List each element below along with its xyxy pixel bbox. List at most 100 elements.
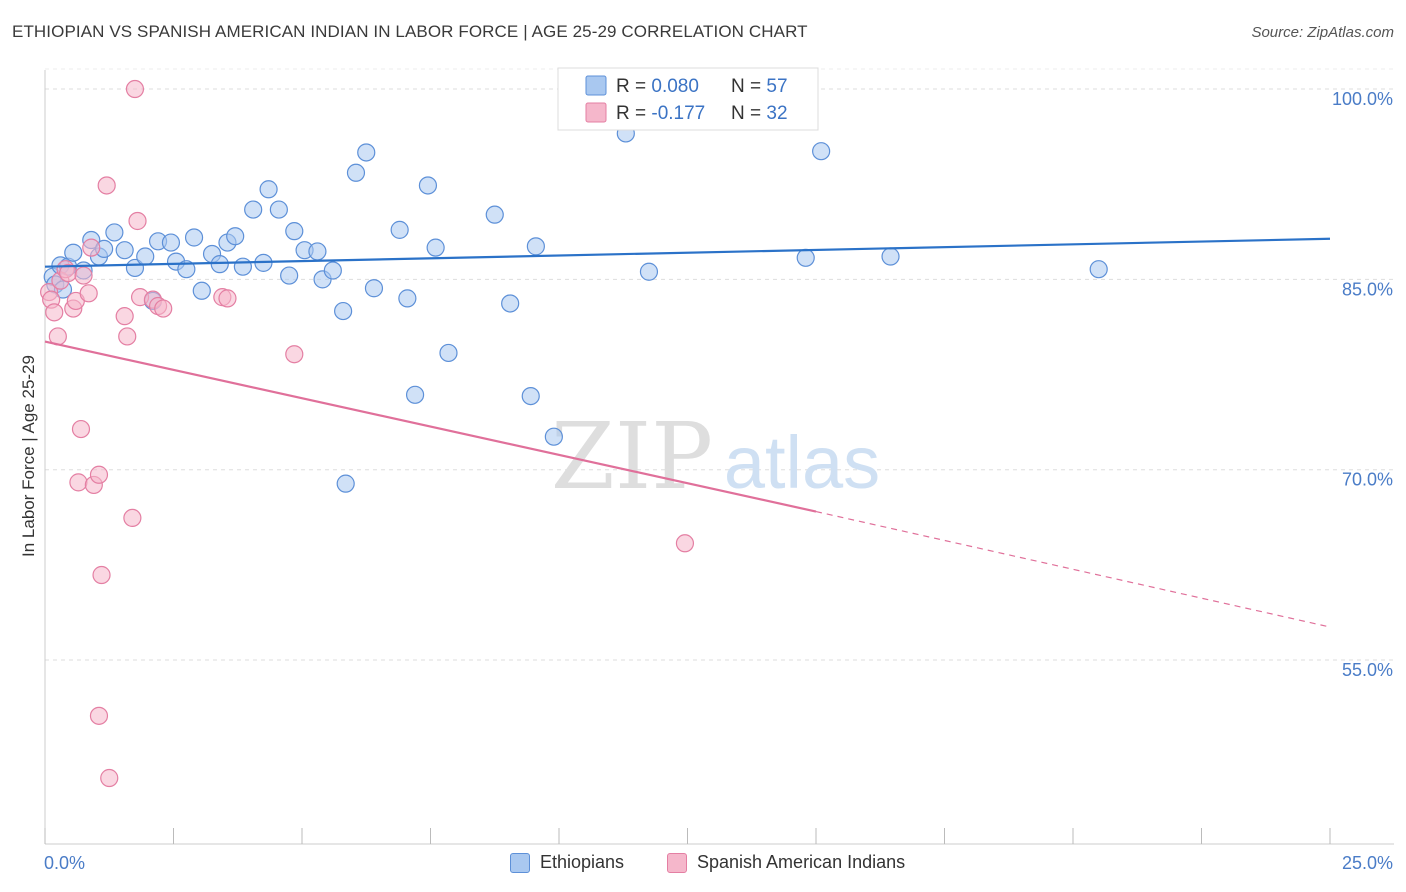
trend-line-spanish-american-indians (44, 340, 817, 513)
data-point-ethiopians (184, 228, 204, 247)
data-point-ethiopians (233, 257, 252, 276)
data-point-ethiopians (639, 262, 659, 281)
data-point-ethiopians (334, 301, 353, 321)
data-point-ethiopians (405, 385, 425, 404)
data-point-ethiopians (398, 289, 417, 308)
data-point-spanish-american-indians (45, 303, 64, 322)
trend-line-ethiopians (44, 237, 1331, 268)
data-point-ethiopians (308, 242, 327, 261)
chart-title: ETHIOPIAN VS SPANISH AMERICAN INDIAN IN … (12, 22, 808, 41)
data-point-spanish-american-indians (125, 79, 145, 99)
data-point-ethiopians (226, 227, 245, 246)
legend-n-value: 57 (766, 76, 787, 97)
legend-swatch-spanish-american-indians (667, 852, 687, 873)
legend-row-blue: R = 0.080 N = 57 (616, 76, 788, 97)
legend-label-ethiopians: Ethiopians (540, 852, 625, 872)
watermark-zip: ZIP (551, 403, 713, 510)
legend-swatch-blue (585, 75, 607, 96)
data-point-ethiopians (485, 205, 504, 224)
y-tick-label: 100.0% (1332, 89, 1393, 109)
data-point-spanish-american-indians (675, 534, 695, 553)
data-point-ethiopians (210, 255, 229, 274)
data-point-ethiopians (364, 279, 384, 298)
y-tick-label: 70.0% (1342, 470, 1393, 490)
data-point-ethiopians (426, 238, 445, 257)
data-point-ethiopians (323, 261, 342, 280)
data-points (40, 79, 1108, 788)
data-point-spanish-american-indians (128, 211, 147, 231)
trend-line-spanish-american-indians-dashed (815, 510, 1331, 628)
data-point-ethiopians (501, 294, 520, 313)
data-point-spanish-american-indians (154, 299, 173, 318)
legend-swatch-pink (585, 102, 607, 123)
data-point-ethiopians (192, 281, 211, 300)
data-point-spanish-american-indians (79, 284, 98, 303)
data-point-ethiopians (64, 243, 83, 262)
data-point-spanish-american-indians (115, 307, 134, 326)
legend-n-value: 32 (766, 103, 787, 124)
legend-swatch-ethiopians (510, 852, 530, 873)
data-point-spanish-american-indians (285, 345, 304, 364)
watermark: ZIP atlas (551, 403, 880, 510)
data-point-spanish-american-indians (92, 565, 111, 585)
data-point-ethiopians (439, 343, 458, 363)
data-point-ethiopians (418, 176, 438, 195)
data-point-ethiopians (280, 266, 299, 285)
legend-r-value: 0.080 (651, 76, 699, 97)
legend-r-label: R = (616, 76, 651, 97)
data-point-ethiopians (357, 143, 376, 162)
tick-labels: 55.0% 70.0% 85.0% 100.0% 0.0% 25.0% (44, 89, 1393, 873)
data-point-ethiopians (161, 233, 181, 252)
legend-label-spanish-american-indians: Spanish American Indians (697, 852, 906, 872)
data-point-spanish-american-indians (100, 768, 119, 788)
data-point-ethiopians (259, 180, 278, 199)
data-point-ethiopians (244, 200, 263, 219)
data-point-ethiopians (336, 474, 355, 493)
data-point-spanish-american-indians (123, 508, 142, 528)
data-point-spanish-american-indians (89, 465, 109, 484)
data-point-spanish-american-indians (71, 419, 91, 439)
data-point-ethiopians (812, 142, 831, 161)
data-point-ethiopians (796, 248, 815, 267)
data-point-ethiopians (136, 247, 155, 266)
legend-r-value: -0.177 (651, 103, 705, 124)
data-point-ethiopians (177, 260, 196, 279)
data-point-spanish-american-indians (118, 327, 137, 346)
data-point-ethiopians (115, 241, 134, 260)
data-point-spanish-american-indians (97, 176, 116, 195)
legend-item-ethiopians: Ethiopians (510, 852, 624, 873)
data-point-ethiopians (285, 222, 304, 241)
data-point-ethiopians (881, 247, 900, 266)
source-label: Source: ZipAtlas.com (1251, 24, 1394, 41)
top-legend: R = 0.080 N = 57 R = -0.177 N = 32 (557, 67, 819, 131)
data-point-ethiopians (346, 163, 366, 182)
data-point-ethiopians (105, 223, 124, 242)
y-axis-label: In Labor Force | Age 25-29 (19, 355, 38, 557)
x-tick-label: 25.0% (1342, 853, 1393, 873)
watermark-atlas: atlas (724, 421, 880, 504)
trend-lines (44, 237, 1331, 628)
x-tick-label: 0.0% (44, 853, 85, 873)
y-tick-label: 85.0% (1342, 279, 1393, 299)
legend-item-spanish-american-indians: Spanish American Indians (667, 852, 905, 873)
bottom-legend: Ethiopians Spanish American Indians (0, 852, 1406, 878)
data-point-spanish-american-indians (74, 266, 93, 285)
data-point-spanish-american-indians (69, 473, 88, 492)
data-point-spanish-american-indians (82, 238, 101, 257)
legend-r-label: R = (616, 103, 651, 124)
data-point-ethiopians (521, 386, 540, 406)
data-point-spanish-american-indians (218, 289, 237, 308)
data-point-ethiopians (1089, 260, 1108, 279)
y-tick-label: 55.0% (1342, 660, 1393, 680)
data-point-ethiopians (390, 220, 409, 239)
legend-row-pink: R = -0.177 N = 32 (616, 103, 788, 124)
data-point-ethiopians (544, 427, 563, 446)
data-point-spanish-american-indians (89, 706, 109, 725)
data-point-ethiopians (269, 200, 288, 219)
axes (44, 70, 1394, 845)
data-point-ethiopians (526, 237, 545, 256)
grid-lines (45, 68, 1394, 661)
legend-n-label: N = (731, 103, 766, 124)
legend-n-label: N = (731, 76, 766, 97)
